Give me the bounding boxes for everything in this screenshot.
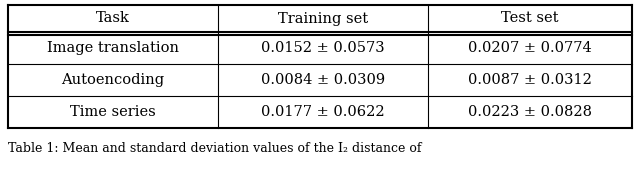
Text: Image translation: Image translation [47,41,179,55]
Text: Autoencoding: Autoencoding [61,73,164,87]
Text: Time series: Time series [70,105,156,119]
Text: 0.0152 ± 0.0573: 0.0152 ± 0.0573 [261,41,385,55]
Text: 0.0223 ± 0.0828: 0.0223 ± 0.0828 [468,105,592,119]
Text: Table 1: Mean and standard deviation values of the I₂ distance of: Table 1: Mean and standard deviation val… [8,141,422,155]
Text: 0.0177 ± 0.0622: 0.0177 ± 0.0622 [261,105,385,119]
Text: Training set: Training set [278,11,368,25]
Text: 0.0087 ± 0.0312: 0.0087 ± 0.0312 [468,73,592,87]
Text: Test set: Test set [501,11,559,25]
Text: 0.0207 ± 0.0774: 0.0207 ± 0.0774 [468,41,592,55]
Text: 0.0084 ± 0.0309: 0.0084 ± 0.0309 [261,73,385,87]
Text: Task: Task [96,11,130,25]
